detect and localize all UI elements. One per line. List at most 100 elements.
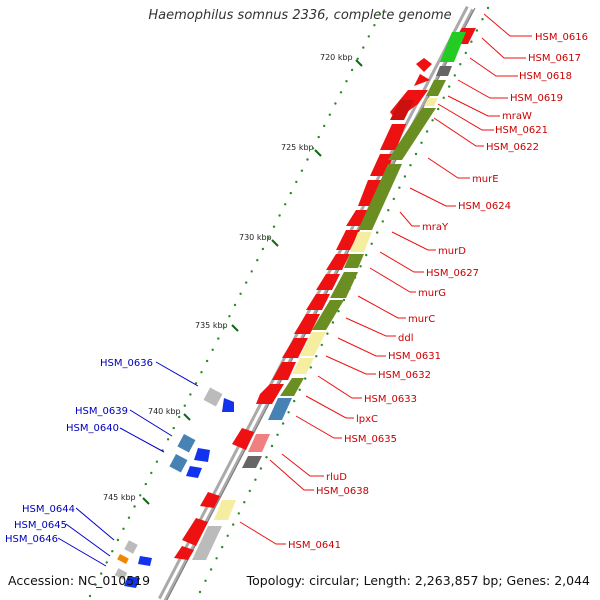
scale-dot [94,583,97,586]
cds-arrow-reverse[interactable] [124,576,140,588]
tick-730 [271,239,279,247]
cds-arrow[interactable] [416,58,432,72]
gene-label[interactable]: murC [408,314,435,325]
gene-label[interactable]: HSM_0632 [378,370,431,381]
scale-dot [287,411,290,414]
scale-dot [183,404,186,407]
gene-label[interactable]: murE [472,174,499,185]
gene-label[interactable]: HSM_0617 [528,53,581,64]
cds-arrow[interactable] [380,124,406,150]
leader-line [65,523,111,557]
leader-line [75,507,115,541]
tick-label-730: 730 kbp [239,233,272,242]
gene-label[interactable]: HSM_0645 [14,520,67,531]
scale-dot [105,561,108,564]
scale-dot [205,359,209,363]
scale-dot [414,152,418,156]
gene-label[interactable]: lpxC [356,414,378,425]
gene-label[interactable]: HSM_0644 [22,504,75,515]
leader-line [447,95,500,117]
cds-arrow[interactable] [414,74,430,86]
cds-arrow-reverse[interactable] [222,398,234,412]
scale-dot [217,337,220,340]
scale-dot [289,191,292,195]
gene-label[interactable]: rluD [326,472,347,483]
cog-block [280,378,304,396]
scale-dot [239,292,242,295]
gene-label[interactable]: HSM_0624 [458,201,511,212]
gene-label[interactable]: HSM_0636 [100,358,153,369]
leader-line [437,103,494,131]
scale-dot [475,29,479,32]
leader-line [427,157,470,179]
gene-label[interactable]: HSM_0639 [75,406,128,417]
cog-block [203,387,223,407]
scale-dot [295,180,298,184]
scale-dot [221,545,224,549]
cog-block [242,456,262,468]
leader-line [295,415,342,439]
gene-label[interactable]: mraW [502,111,532,122]
gene-label[interactable]: HSM_0619 [510,93,563,104]
cds-arrow-reverse[interactable] [194,448,210,462]
cds-arrow[interactable] [174,546,194,560]
gene-label[interactable]: HSM_0616 [535,32,588,43]
cds-arrow-reverse[interactable] [186,466,202,478]
scale-dot [337,310,340,313]
gene-label[interactable]: HSM_0631 [388,351,441,362]
tick-label-745: 745 kbp [103,493,136,502]
cds-arrow[interactable] [326,254,350,270]
cds-arrow[interactable] [294,314,320,334]
scale-dot [245,281,248,284]
tick-740 [183,413,191,421]
scale-dot [272,225,276,228]
cds-arrow[interactable] [200,492,220,508]
gene-label[interactable]: HSM_0633 [364,394,417,405]
leader-line [305,395,354,419]
cds-arrow[interactable] [272,362,296,380]
scale-dot [448,85,451,88]
gene-label[interactable]: HSM_0640 [66,423,119,434]
cds-arrow[interactable] [282,338,308,358]
gene-label[interactable]: HSM_0622 [486,142,539,153]
cds-arrow[interactable] [316,274,340,290]
scale-dot [250,270,253,273]
gene-label[interactable]: murD [438,246,466,257]
gene-label[interactable]: mraY [422,222,449,233]
gene-label[interactable]: HSM_0635 [344,434,397,445]
scale-dot [470,40,473,43]
cds-arrow[interactable] [256,384,284,404]
scale-dot [381,220,384,223]
gene-label[interactable]: murG [418,288,446,299]
accession-text: Accession: NC_010519 [8,573,151,588]
leader-line [391,231,436,251]
gene-label[interactable]: HSM_0641 [288,540,341,551]
scale-dot [311,147,315,150]
gene-label[interactable]: HSM_0638 [316,486,369,497]
cds-arrow[interactable] [336,230,360,250]
scale-dot [254,478,257,481]
cds-arrow[interactable] [232,428,254,450]
cds-arrow-reverse[interactable] [138,556,152,566]
scale-dot [155,460,159,463]
reverse-cds-track [114,387,234,588]
scale-dot [356,57,359,60]
leader-line [357,295,406,319]
scale-dot [431,119,434,122]
gene-label[interactable]: HSM_0621 [495,125,548,136]
cds-arrow[interactable] [306,294,330,310]
scale-dot [256,259,259,262]
cds-arrow[interactable] [390,100,414,120]
gene-label[interactable]: ddl [398,333,413,344]
cog-block [436,66,452,76]
scale-dot [339,91,343,94]
cds-arrow[interactable] [182,518,208,546]
cog-block [426,80,446,96]
scale-dot [127,516,131,519]
scale-dot [281,422,285,425]
scale-dot [398,186,401,189]
gene-label[interactable]: HSM_0646 [5,534,58,545]
cog-block [114,568,128,580]
gene-label[interactable]: HSM_0627 [426,268,479,279]
gene-label[interactable]: HSM_0618 [519,71,572,82]
